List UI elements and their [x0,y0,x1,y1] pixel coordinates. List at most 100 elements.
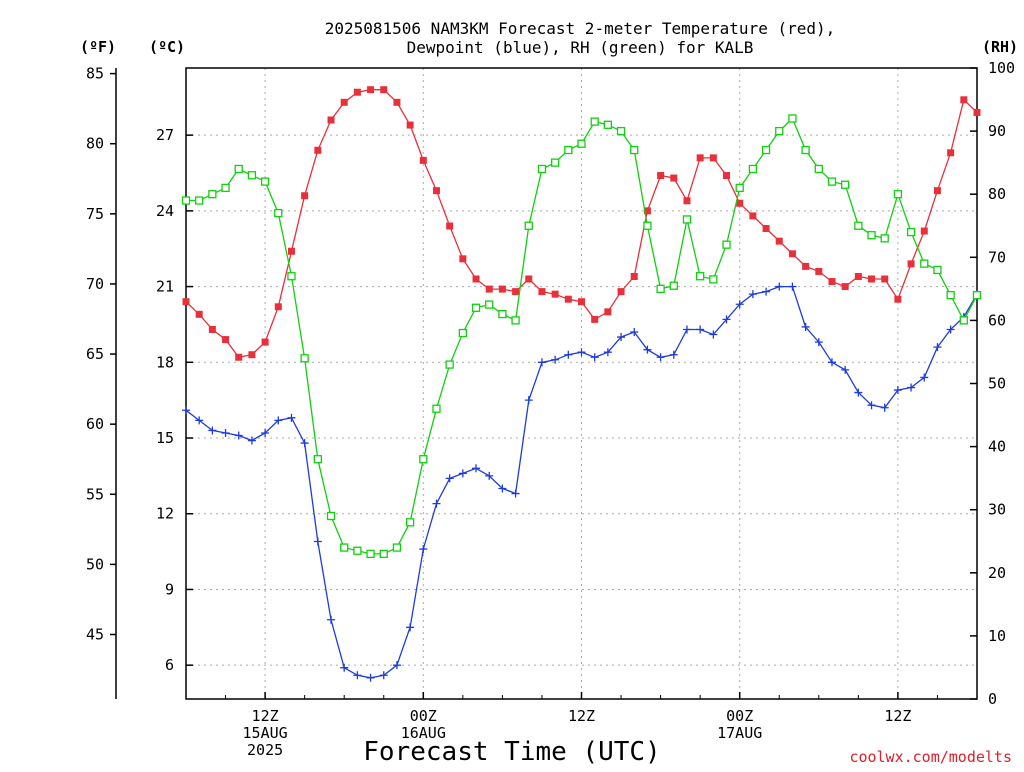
temperature-point [960,96,968,104]
dewpoint-point [498,484,507,493]
rh-point [972,291,982,300]
dewpoint-point [195,416,204,425]
rh-point [353,546,362,555]
temperature-point [208,325,216,333]
rh-point [603,120,613,129]
dewpoint-point [511,489,520,498]
rh-point [419,455,428,464]
temperature-point [393,98,401,106]
rh-point [432,404,441,413]
rh-tick-label: 0 [988,690,997,708]
temperature-point [643,207,651,215]
temperature-point [380,86,388,94]
temperature-point [683,197,691,205]
rh-point [854,221,863,230]
rh-point [405,518,415,527]
temperature-point [274,303,282,311]
x-tick-label: 12Z [252,707,279,725]
temperature-point [709,154,717,162]
temperature-point [907,260,915,268]
rh-tick-label: 50 [988,375,1006,393]
dewpoint-point [274,416,283,425]
dewpoint-point [485,471,494,480]
x-tick-label: 12Z [568,707,595,725]
rh-point [696,272,705,281]
rh-point [709,275,718,284]
dewpoint-point [524,396,533,405]
dewpoint-point [827,358,836,367]
dewpoint-point [537,358,546,367]
dewpoint-point [841,365,850,374]
celsius-tick-label: 24 [156,202,174,220]
temperature-point [459,255,467,263]
x-tick-label: 00Z [410,707,437,725]
fahrenheit-tick-label: 85 [86,65,104,83]
rh-point [537,164,547,174]
rh-point [260,177,270,186]
rh-point [445,360,454,369]
dewpoint-point [419,545,428,554]
temperature-point [248,351,256,359]
temperature-point [973,108,981,116]
rh-point [722,240,731,249]
rh-point [788,114,797,123]
dewpoint-point [656,353,665,362]
temperature-point [261,338,269,346]
rh-point [234,164,243,174]
temperature-point [512,288,520,296]
plot-frame [185,67,978,700]
temperature-point [591,315,599,323]
temperature-point [617,288,625,296]
temperature-point [287,247,295,255]
temperature-point [775,237,783,245]
rh-point [247,171,257,180]
dewpoint-point [353,671,362,680]
dewpoint-point [946,325,955,334]
dewpoint-point [801,322,810,331]
rh-point [893,190,903,199]
fahrenheit-tick-label: 45 [86,625,104,643]
temperature-point [881,275,889,283]
dewpoint-point [722,315,731,324]
fahrenheit-tick-label: 80 [86,135,104,153]
x-tick-label: 00Z [726,707,753,725]
x-tick-label: 12Z [884,707,911,725]
rh-point [643,221,652,230]
rh-point [748,164,758,174]
temperature-point [696,154,704,162]
temperature-point [564,295,572,303]
dewpoint-point [696,325,705,334]
rh-point [524,221,533,230]
temperature-point [657,172,665,180]
temperature-point [327,116,335,124]
rh-point [669,281,678,290]
temperature-point [314,146,322,154]
rh-point [801,145,810,155]
rh-point [920,259,929,268]
dewpoint-point [208,426,217,435]
dewpoint-point [630,328,639,337]
rh-point [616,126,626,136]
rh-point [682,215,692,224]
dewpoint-point [340,663,349,672]
fahrenheit-tick-label: 60 [86,415,104,433]
dewpoint-point [854,388,863,397]
temperature-point [301,192,309,200]
dewpoint-point [300,439,309,448]
temperature-point [815,267,823,275]
dewpoint-point [788,282,797,291]
temperature-point [432,187,440,195]
dewpoint-point [577,348,586,357]
temperature-point [472,275,480,283]
data-series [181,86,982,682]
x-tick-label: 15AUG [243,724,288,742]
rh-point [827,177,837,186]
fahrenheit-tick-label: 55 [86,485,104,503]
celsius-unit-label: (ºC) [149,38,185,56]
temperature-point [367,86,375,94]
dewpoint-point [392,661,401,670]
rh-point [946,291,955,300]
rh-unit-label: (RH) [982,38,1018,56]
rh-point [208,190,217,199]
rh-point [959,316,968,325]
